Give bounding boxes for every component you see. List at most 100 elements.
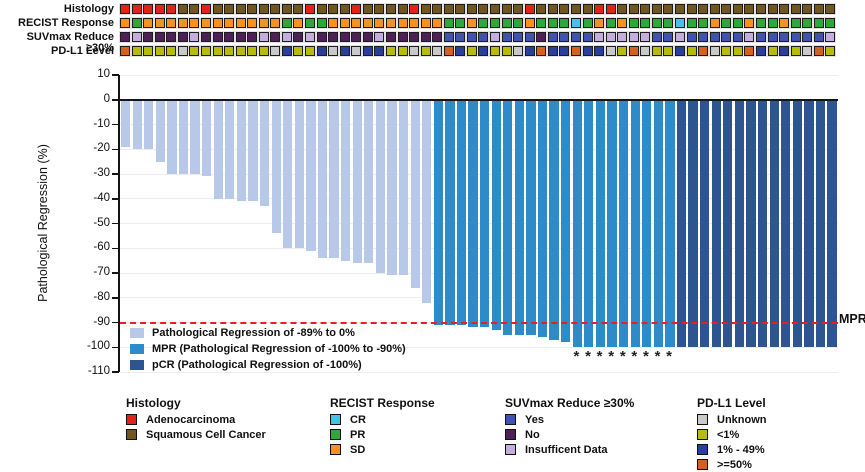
track-cells [120,46,836,56]
legend-group-title: RECIST Response [330,396,435,410]
gridline [120,247,838,249]
track-cell [420,32,431,42]
track-cell [513,4,524,14]
waterfall-bar [329,99,339,259]
plot-legend-label: Pathological Regression of -89% to 0% [152,327,355,339]
track-cell [258,18,269,28]
track-cell [698,46,709,56]
track-cell [189,46,200,56]
track-cell [825,4,836,14]
track-cell [605,4,616,14]
pcr-asterisk: * [631,348,638,366]
track-cell [247,4,258,14]
track-cell [305,32,315,42]
track-cell [744,46,755,56]
track-cell [466,18,477,28]
track-cell [513,46,524,56]
track-cell [443,32,454,42]
waterfall-bar [341,99,351,261]
waterfall-bar [225,99,235,199]
track-cell [316,32,327,42]
legend-item: <1% [697,428,767,441]
zero-baseline [120,98,838,101]
waterfall-bar [827,99,837,348]
track-cell [698,4,709,14]
axis-tick-label: -40 [93,191,110,204]
legend-item-label: <1% [717,428,740,441]
waterfall-bar [607,99,617,348]
track-row-label: RECIST Response [18,17,114,29]
legend-group: RECIST Response CR PR SD [330,396,435,459]
track-cell [594,18,605,28]
track-cell [790,46,801,56]
waterfall-bar [537,99,548,338]
track-cell [675,32,685,42]
legend-item: Insufficent Data [505,444,634,456]
track-cell [582,32,593,42]
track-cell [166,32,177,42]
track-cell [721,32,732,42]
axis-tick [112,222,119,225]
track-cell [409,18,420,28]
axis-tick-label: -90 [93,315,110,328]
track-cell [351,46,362,56]
track-cell [663,46,674,56]
track-cell [524,46,535,56]
waterfall-bar [815,99,826,348]
track-cell [663,18,674,28]
track-cell [328,32,339,42]
pcr-asterisk: * [596,348,603,366]
legend-item: SD [330,444,435,456]
track-cell [339,4,350,14]
axis-tick-label: -70 [93,266,110,278]
track-cell [409,46,420,56]
gridline [120,198,838,200]
track-cell [235,46,246,56]
track-cell [235,32,246,42]
waterfall-bar [248,99,258,202]
track-cell [536,18,547,28]
track-cell [362,32,373,42]
waterfall-bar [665,99,675,348]
track-cell [709,18,720,28]
waterfall-bar [167,99,177,174]
track-cell [686,18,697,28]
gridline [120,272,838,274]
track-cell [397,32,408,42]
legend-item: Unknown [697,414,767,426]
track-cell [825,18,836,28]
plot-legend-item: MPR (Pathological Regression of -100% to… [130,341,406,357]
track-cell [432,4,443,14]
plot-area: 10 0 -10 -20 -30 -40 -50 -60 -70 -80 -90 -100 -110 * *… [87,68,838,377]
track-cell [235,4,246,14]
waterfall-bar [352,99,362,264]
track-cell [200,18,211,28]
track-row-label: SUVmax Reduce ≥30% [26,31,114,54]
track-cell [675,46,685,56]
track-cell [524,4,535,14]
waterfall-bar [410,99,420,288]
track-cell [651,4,662,14]
track-cell [802,32,813,42]
axis-tick-label: -60 [93,241,110,254]
track-cell [143,32,154,42]
waterfall-bar [804,99,814,348]
track-cell [316,4,327,14]
track-cell [120,32,130,42]
track-cell [686,46,697,56]
track-cell [559,18,570,28]
track-cell [698,18,709,28]
track-cell [640,4,651,14]
waterfall-bar [422,99,432,303]
track-cell [281,4,292,14]
legend-group: SUVmax Reduce ≥30% Yes No Insufficent Data [505,396,634,459]
track-cell [200,32,211,42]
track-cell [270,18,281,28]
track-cell [698,32,709,42]
track-cell [397,4,408,14]
track-cell [177,46,188,56]
track-cell [767,46,778,56]
axis-tick-label: -30 [93,167,110,179]
axis-tick-label: 0 [103,92,110,105]
